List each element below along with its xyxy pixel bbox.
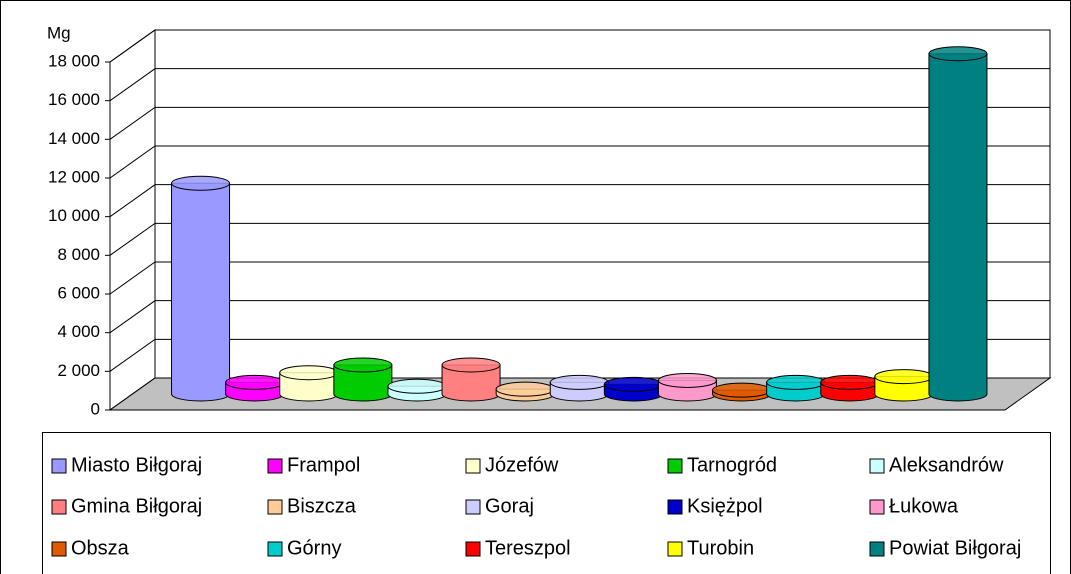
y-axis-label: Mg <box>47 23 71 42</box>
legend-swatch <box>51 458 67 474</box>
bar-top <box>549 374 609 390</box>
legend-label: Tarnogród <box>687 454 777 476</box>
bar-top <box>441 357 501 373</box>
bar-top <box>279 365 339 381</box>
legend-swatch <box>51 499 67 515</box>
y-tick-label: 0 <box>91 399 100 418</box>
legend-label: Goraj <box>485 495 534 517</box>
bar-top <box>333 357 393 373</box>
grid-line <box>109 338 1050 372</box>
bar-top <box>657 372 717 388</box>
bar-top <box>712 382 772 398</box>
legend-label: Powiat Biłgoraj <box>889 537 1021 559</box>
legend-swatch <box>51 541 67 557</box>
legend-swatch <box>869 541 885 557</box>
legend-swatch <box>465 541 481 557</box>
legend-swatch <box>667 499 683 515</box>
legend-label: Aleksandrów <box>889 454 1004 476</box>
bar-top <box>603 376 663 392</box>
legend-swatch <box>869 458 885 474</box>
back-wall <box>154 29 1051 379</box>
bar-top <box>766 374 826 390</box>
bar <box>928 53 988 402</box>
legend-swatch <box>465 499 481 515</box>
legend-label: Biszcza <box>287 495 357 517</box>
legend-swatch <box>667 458 683 474</box>
bar-top <box>171 175 231 191</box>
grid-line <box>109 68 1050 102</box>
legend-label: Józefów <box>485 454 559 476</box>
y-tick-label: 10 000 <box>48 206 100 225</box>
grid-line <box>109 145 1050 179</box>
y-tick-label: 12 000 <box>48 167 100 186</box>
legend-label: Miasto Biłgoraj <box>71 454 202 476</box>
legend-label: Obsza <box>71 537 130 559</box>
grid-line <box>109 29 1050 63</box>
legend-label: Księżpol <box>687 495 763 517</box>
legend-swatch <box>267 541 283 557</box>
legend-label: Frampol <box>287 454 360 476</box>
bar-top <box>928 46 988 62</box>
y-tick-label: 2 000 <box>57 361 100 380</box>
bar-top <box>387 378 447 394</box>
grid-line <box>109 300 1050 334</box>
bar-top <box>820 374 880 390</box>
legend-swatch <box>267 499 283 515</box>
bar <box>171 182 231 402</box>
y-tick-label: 6 000 <box>57 283 100 302</box>
legend-label: Gmina Biłgoraj <box>71 495 202 517</box>
bar-top <box>874 369 934 385</box>
y-tick-label: 4 000 <box>57 322 100 341</box>
y-tick-label: 8 000 <box>57 245 100 264</box>
legend-swatch <box>869 499 885 515</box>
legend-swatch <box>267 458 283 474</box>
legend-swatch <box>667 541 683 557</box>
legend-label: Turobin <box>687 537 754 559</box>
grid-line <box>109 184 1050 218</box>
legend-label: Tereszpol <box>485 537 571 559</box>
legend-label: Łukowa <box>889 495 959 517</box>
legend-label: Górny <box>287 537 341 559</box>
y-tick-label: 16 000 <box>48 90 100 109</box>
left-wall <box>109 29 156 411</box>
grid-line <box>109 106 1050 140</box>
grid-line <box>109 261 1050 295</box>
y-tick-label: 14 000 <box>48 129 100 148</box>
grid-line <box>109 222 1050 256</box>
y-tick-label: 18 000 <box>48 51 100 70</box>
bar-top <box>225 374 285 390</box>
legend-swatch <box>465 458 481 474</box>
bar-top <box>495 381 555 397</box>
